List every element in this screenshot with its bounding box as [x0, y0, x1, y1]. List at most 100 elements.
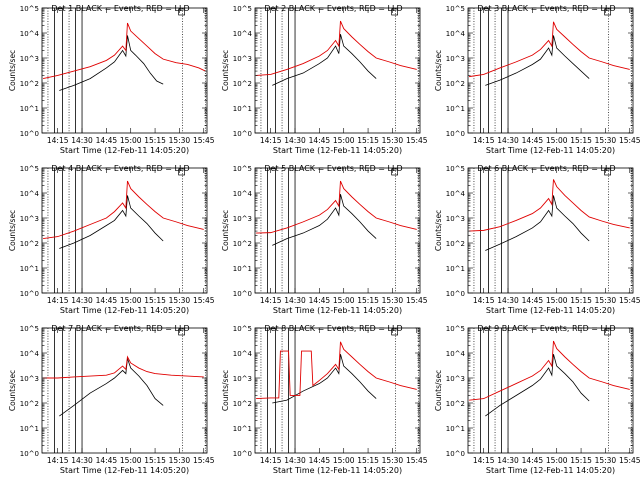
x-tick-label: 14:15 [473, 456, 495, 465]
corner-marker-box [178, 8, 186, 16]
y-tick-label: 10^4 [20, 350, 40, 358]
y-tick-label: 10^2 [446, 240, 465, 248]
panel-det-9: 10^010^110^210^310^410^514:15 14:30 14:45 1… [434, 324, 640, 475]
y-tick-label: 10^3 [446, 375, 465, 383]
lld-series-line [469, 21, 630, 78]
y-tick-label: 10^1 [446, 425, 465, 433]
corner-marker-box [391, 168, 399, 176]
plot-frame [467, 7, 634, 134]
lld-series-line [469, 179, 630, 232]
y-tick-label: 10^5 [20, 5, 39, 13]
events-series-line [485, 195, 590, 251]
panel-title: Det 1 BLACK = Events, RED = LLD [51, 4, 189, 13]
x-tick-label: 14:30 [284, 296, 306, 305]
y-tick-label: 10^4 [20, 190, 40, 198]
x-tick-label: 14:45 [96, 296, 118, 305]
y-tick-label: 10^3 [20, 55, 39, 63]
panel-det-4: 10^010^110^210^310^410^514:15 14:30 14:45 1… [8, 164, 215, 315]
y-tick-label: 10^2 [446, 400, 465, 408]
y-tick-label: 10^1 [446, 265, 465, 273]
y-tick-label: 10^4 [20, 30, 40, 38]
y-tick-label: 10^3 [20, 375, 39, 383]
events-series-line [272, 34, 377, 86]
x-tick-label: 15:00 [120, 456, 142, 465]
x-tick-label: 15:45 [619, 456, 640, 465]
y-tick-label: 10^3 [446, 215, 465, 223]
y-axis-label: Counts/sec [221, 370, 230, 411]
y-tick-label: 10^0 [20, 450, 39, 458]
y-axis-label: Counts/sec [221, 210, 230, 251]
panel-det-7: 10^010^110^210^310^410^514:15 14:30 14:45 1… [8, 324, 215, 475]
lld-series-line [469, 340, 630, 401]
x-tick-label: 15:30 [382, 456, 404, 465]
x-tick-label: 15:00 [120, 136, 142, 145]
y-tick-label: 10^5 [233, 325, 252, 333]
y-tick-label: 10^0 [233, 290, 252, 298]
x-tick-label: 15:30 [595, 456, 617, 465]
x-tick-label: 15:45 [406, 136, 428, 145]
x-tick-label: 15:15 [144, 456, 166, 465]
x-tick-label: 15:15 [144, 296, 166, 305]
x-tick-label: 14:45 [309, 456, 331, 465]
events-series-line [59, 35, 164, 91]
panel-det-6: 10^010^110^210^310^410^514:15 14:30 14:45 1… [434, 164, 640, 315]
y-tick-label: 10^4 [233, 350, 253, 358]
panel-title: Det 9 BLACK = Events, RED = LLD [477, 324, 615, 333]
x-tick-label: 15:15 [357, 136, 379, 145]
y-tick-label: 10^2 [20, 400, 39, 408]
x-tick-label: 15:00 [546, 456, 568, 465]
x-tick-label: 15:45 [619, 296, 640, 305]
x-axis-label: Start Time (12-Feb-11 14:05:20) [486, 306, 615, 315]
y-tick-label: 10^2 [233, 400, 252, 408]
x-tick-label: 15:45 [406, 456, 428, 465]
x-tick-label: 15:30 [169, 456, 191, 465]
y-tick-label: 10^2 [446, 80, 465, 88]
y-tick-label: 10^1 [20, 425, 39, 433]
x-tick-label: 15:15 [357, 456, 379, 465]
y-tick-label: 10^1 [233, 265, 252, 273]
y-tick-label: 10^4 [446, 350, 466, 358]
x-tick-label: 15:15 [144, 136, 166, 145]
x-tick-label: 14:30 [284, 136, 306, 145]
y-tick-label: 10^1 [446, 105, 465, 113]
y-tick-label: 10^0 [20, 130, 39, 138]
y-tick-label: 10^5 [233, 165, 252, 173]
y-tick-label: 10^1 [20, 265, 39, 273]
corner-marker-box [604, 168, 612, 176]
panel-det-3: 10^010^110^210^310^410^514:15 14:30 14:45 1… [434, 4, 640, 155]
y-axis-label: Counts/sec [8, 210, 17, 251]
x-tick-label: 15:30 [382, 296, 404, 305]
corner-marker-box [604, 328, 612, 336]
x-tick-label: 14:45 [522, 296, 544, 305]
y-tick-label: 10^2 [20, 80, 39, 88]
y-tick-label: 10^3 [233, 55, 252, 63]
x-tick-label: 14:45 [522, 456, 544, 465]
y-tick-label: 10^0 [446, 450, 465, 458]
lld-series-line [42, 22, 206, 80]
x-tick-label: 15:00 [546, 136, 568, 145]
panel-title: Det 6 BLACK = Events, RED = LLD [477, 164, 615, 173]
panel-det-5: 10^010^110^210^310^410^514:15 14:30 14:45 1… [221, 164, 428, 315]
x-tick-label: 15:30 [595, 136, 617, 145]
x-tick-label: 15:30 [169, 296, 191, 305]
y-tick-label: 10^5 [446, 5, 465, 13]
corner-marker-box [178, 328, 186, 336]
y-tick-label: 10^0 [20, 290, 39, 298]
y-tick-label: 10^5 [20, 165, 39, 173]
x-tick-label: 15:15 [357, 296, 379, 305]
x-tick-label: 15:15 [570, 136, 592, 145]
events-series-line [272, 354, 377, 404]
x-tick-label: 14:15 [260, 456, 282, 465]
panel-title: Det 3 BLACK = Events, RED = LLD [477, 4, 615, 13]
y-axis-label: Counts/sec [221, 50, 230, 91]
x-tick-label: 14:45 [309, 136, 331, 145]
panel-det-2: 10^010^110^210^310^410^514:15 14:30 14:45 1… [221, 4, 428, 155]
x-axis-label: Start Time (12-Feb-11 14:05:20) [486, 466, 615, 475]
x-tick-label: 14:15 [260, 296, 282, 305]
y-tick-label: 10^5 [446, 165, 465, 173]
x-tick-label: 15:15 [570, 296, 592, 305]
x-tick-label: 14:15 [47, 296, 69, 305]
lld-series-line [43, 180, 204, 240]
x-tick-label: 15:30 [382, 136, 404, 145]
